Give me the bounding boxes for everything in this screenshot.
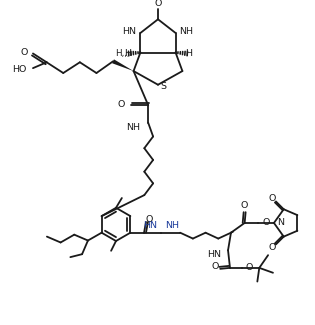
Text: HO: HO xyxy=(12,65,26,73)
Text: O: O xyxy=(241,201,248,210)
Text: HN: HN xyxy=(123,28,136,36)
Text: O: O xyxy=(262,218,270,227)
Text: O: O xyxy=(21,48,28,57)
Text: HN: HN xyxy=(207,250,221,259)
Text: NH: NH xyxy=(180,28,193,36)
Text: O: O xyxy=(145,214,152,224)
Text: HN: HN xyxy=(143,221,158,230)
Text: H: H xyxy=(124,49,131,58)
Text: O: O xyxy=(212,262,219,271)
Text: O: O xyxy=(268,194,276,203)
Text: H,,,: H,,, xyxy=(115,49,130,58)
Polygon shape xyxy=(112,59,134,71)
Text: NH: NH xyxy=(165,221,179,230)
Text: O: O xyxy=(268,243,276,252)
Text: O: O xyxy=(154,0,162,8)
Text: O: O xyxy=(117,100,125,109)
Text: S: S xyxy=(161,82,167,91)
Text: H: H xyxy=(185,49,192,58)
Text: N: N xyxy=(277,218,284,227)
Text: NH: NH xyxy=(126,123,140,132)
Text: O: O xyxy=(246,263,253,272)
